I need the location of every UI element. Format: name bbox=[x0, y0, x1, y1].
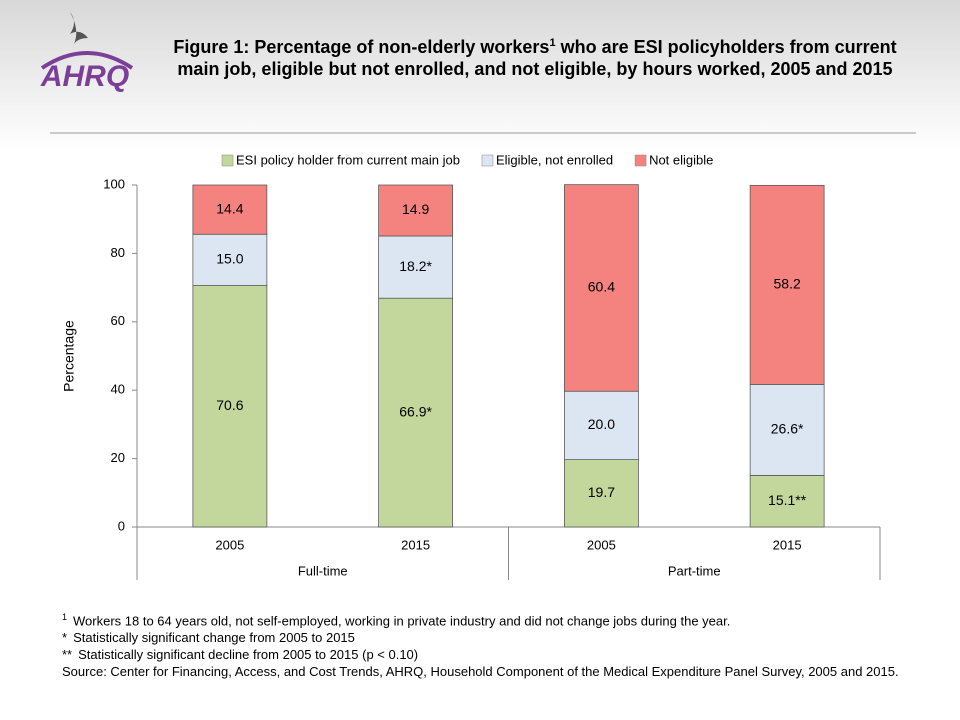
legend-label: Not eligible bbox=[649, 152, 713, 167]
data-label: 26.6* bbox=[771, 421, 804, 437]
title-footnote-marker: 1 bbox=[549, 37, 556, 49]
footnote-text: Workers 18 to 64 years old, not self-emp… bbox=[73, 613, 731, 629]
bar-segment bbox=[564, 390, 639, 461]
bar-segment bbox=[749, 184, 825, 385]
x-tick-label: 2015 bbox=[773, 537, 802, 552]
legend-label: Eligible, not enrolled bbox=[496, 152, 613, 167]
legend-swatch bbox=[634, 154, 647, 167]
bar-segment bbox=[749, 384, 825, 476]
footnote: * Statistically significant change from 2… bbox=[62, 629, 932, 646]
x-tick-label: 2005 bbox=[587, 537, 616, 552]
bar-segment bbox=[192, 233, 268, 286]
x-tick-label: 2015 bbox=[401, 537, 430, 552]
y-tick-label: 80 bbox=[111, 245, 125, 260]
data-label: 19.7 bbox=[588, 484, 615, 500]
logo-text: AHRQ bbox=[40, 60, 129, 93]
bar-segment bbox=[564, 184, 639, 392]
title-text: Figure 1: Percentage of non-elderly work… bbox=[173, 37, 550, 57]
data-label: 58.2 bbox=[774, 276, 801, 292]
source: Source: Center for Financing, Access, an… bbox=[62, 664, 899, 680]
bar-segment bbox=[378, 235, 453, 299]
data-label: 15.1** bbox=[768, 492, 807, 508]
legend-label: ESI policy holder from current main job bbox=[236, 152, 460, 167]
bar-segment bbox=[749, 474, 825, 528]
data-label: 14.9 bbox=[402, 201, 429, 217]
title-text: who are ESI policyholders from current m… bbox=[177, 37, 897, 79]
bar-segment bbox=[192, 184, 268, 235]
y-tick-label: 60 bbox=[111, 313, 125, 328]
data-label: 60.4 bbox=[588, 279, 615, 295]
footnote: 1 Workers 18 to 64 years old, not self-em… bbox=[62, 609, 932, 629]
chart-title: Figure 1: Percentage of non-elderly work… bbox=[150, 36, 920, 80]
y-axis-label: Percentage bbox=[61, 320, 77, 392]
group-label: Full-time bbox=[298, 563, 348, 578]
bar-segment bbox=[192, 285, 268, 528]
logo-arc bbox=[40, 51, 134, 70]
y-tick-label: 20 bbox=[111, 450, 125, 465]
footnote-marker: 1 bbox=[62, 612, 68, 622]
hhs-emblem bbox=[70, 12, 88, 44]
footnote-text: Statistically significant change from 20… bbox=[73, 630, 355, 646]
data-label: 14.4 bbox=[216, 200, 243, 216]
legend-swatch bbox=[481, 154, 494, 167]
y-tick-label: 40 bbox=[111, 382, 125, 397]
legend-swatch bbox=[221, 154, 234, 167]
footnotes: 1 Workers 18 to 64 years old, not self-em… bbox=[62, 609, 932, 680]
logo: AHRQ bbox=[40, 12, 134, 93]
data-label: 70.6 bbox=[216, 397, 243, 413]
y-tick-label: 0 bbox=[118, 518, 125, 533]
group-label: Part-time bbox=[668, 563, 721, 578]
x-tick-label: 2005 bbox=[215, 537, 244, 552]
footnote: ** Statistically significant decline from… bbox=[62, 646, 932, 663]
bar-segment bbox=[378, 184, 453, 237]
data-label: 20.0 bbox=[588, 416, 615, 432]
footnote-text: Statistically significant decline from 2… bbox=[78, 647, 419, 663]
bar-segment bbox=[378, 297, 453, 528]
y-tick-label: 100 bbox=[103, 176, 125, 191]
footnote-marker: ** bbox=[62, 647, 73, 663]
data-label: 66.9* bbox=[399, 403, 432, 419]
data-label: 18.2* bbox=[399, 258, 432, 274]
data-label: 15.0 bbox=[216, 251, 243, 267]
footnote-marker: * bbox=[62, 630, 68, 646]
